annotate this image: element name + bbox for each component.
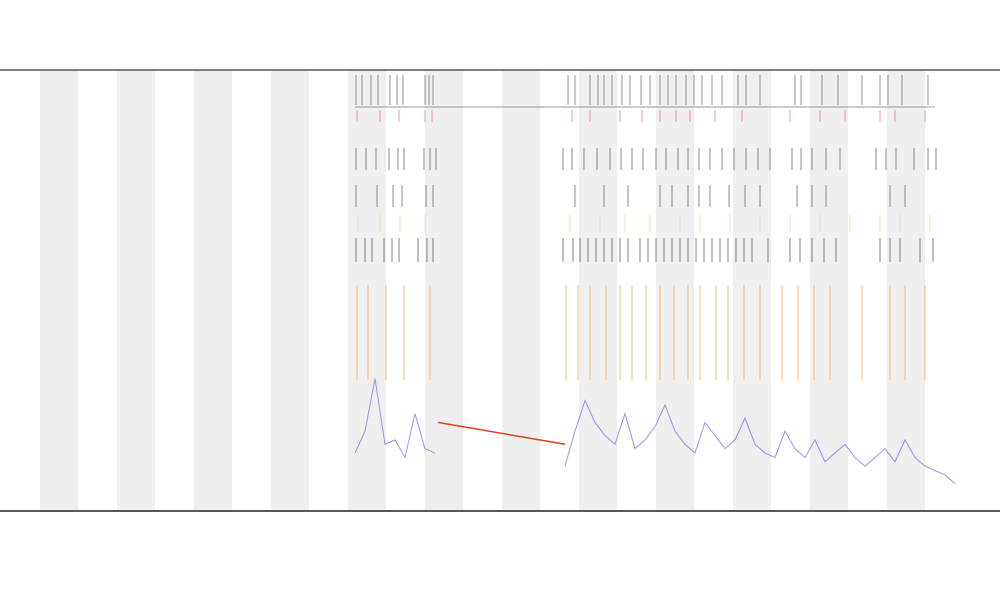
band	[810, 71, 848, 510]
band	[733, 71, 771, 510]
series-line	[354, 378, 956, 485]
band	[348, 71, 386, 510]
band	[194, 71, 232, 510]
band	[425, 71, 463, 510]
band	[579, 71, 617, 510]
band	[271, 71, 309, 510]
series-line	[437, 421, 566, 446]
band	[40, 71, 78, 510]
band	[117, 71, 155, 510]
band	[887, 71, 925, 510]
band	[502, 71, 540, 510]
